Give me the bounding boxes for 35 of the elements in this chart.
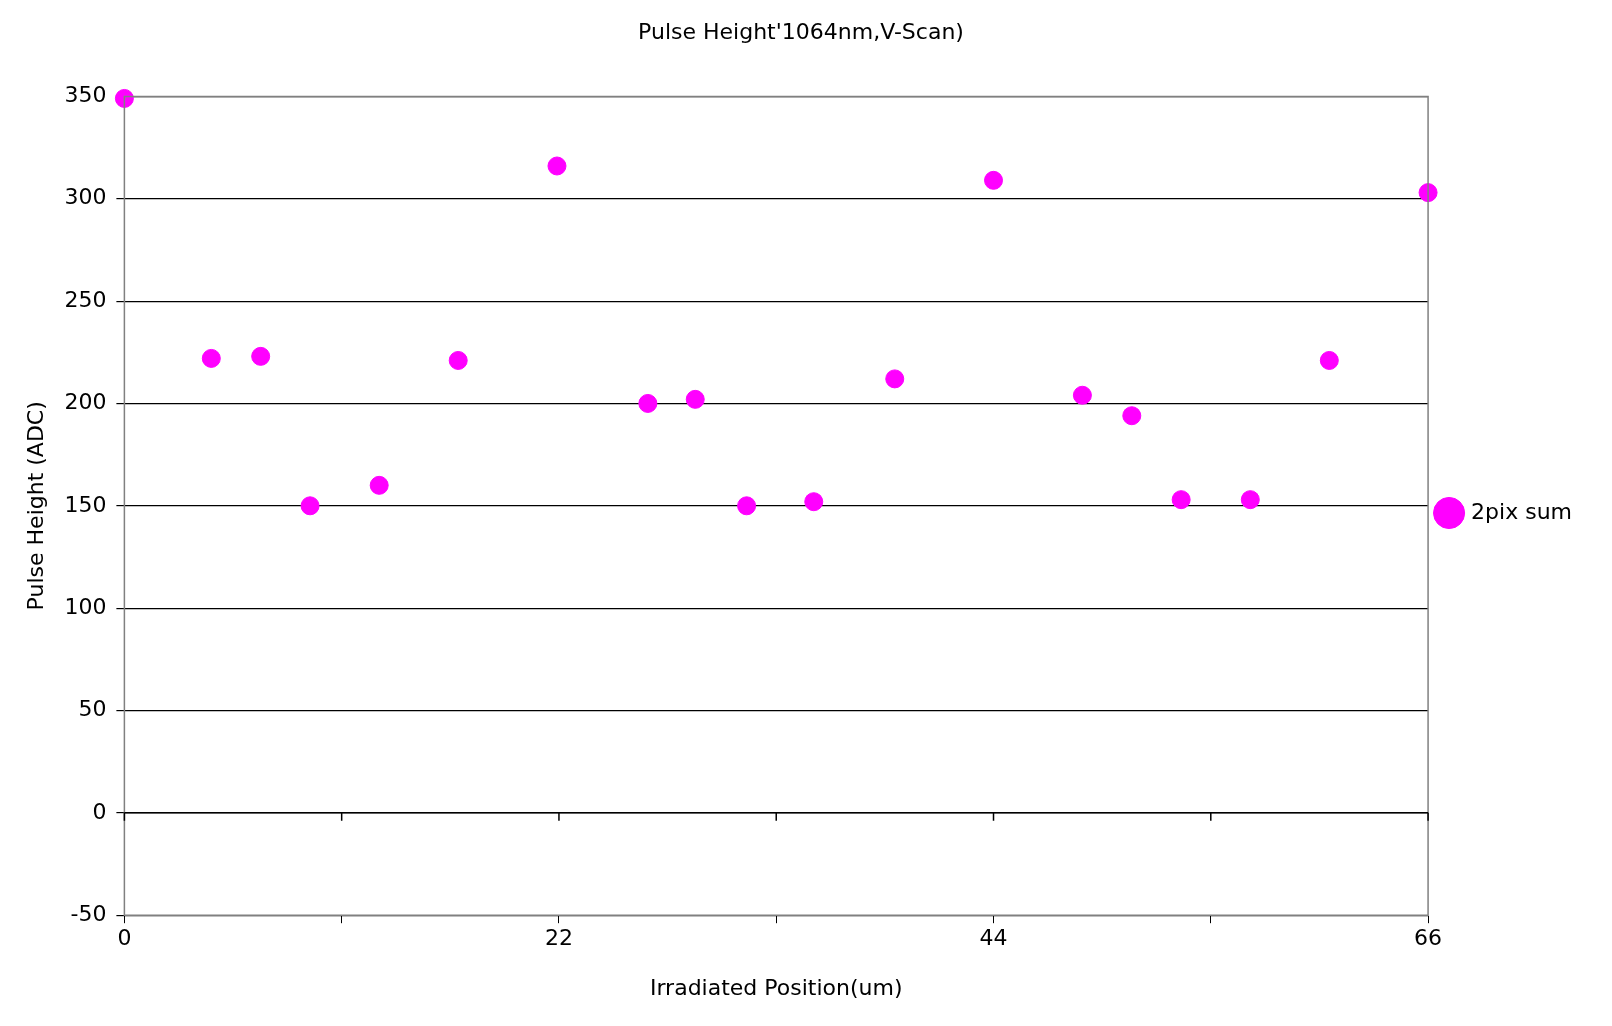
chart-title: Pulse Height'1064nm,V-Scan) [638,18,964,44]
y-tick-label: 350 [64,82,107,108]
y-tick-label: 200 [64,389,107,415]
point [1171,490,1191,510]
y-tick-label: 150 [64,491,107,517]
y-tick-label: 300 [64,184,107,210]
y-tick-label: 250 [64,286,107,312]
point [1319,350,1339,370]
point [737,496,757,516]
y-tick-label: -50 [70,900,107,926]
y-axis-title: Pulse Height (ADC) [22,401,48,611]
point [201,348,221,368]
point [1122,406,1142,426]
point [369,475,389,495]
point [114,88,134,108]
y-tick-label: 50 [78,696,107,722]
point [1072,385,1092,405]
x-tick-label: 0 [117,925,132,951]
point [638,393,658,413]
point [300,496,320,516]
point [448,350,468,370]
x-tick-label: 66 [1414,925,1443,951]
y-tick-label: 100 [64,593,107,619]
point [547,156,567,176]
point [804,492,824,512]
x-tick-label: 44 [979,925,1008,951]
point [885,369,905,389]
legend-label: 2pix sum [1471,498,1573,524]
point [1240,490,1260,510]
y-tick-label: 0 [92,798,107,824]
point [685,389,705,409]
point [984,170,1004,190]
x-axis-title: Irradiated Position(um) [649,974,903,1000]
point [251,346,271,366]
x-tick-label: 22 [544,925,573,951]
